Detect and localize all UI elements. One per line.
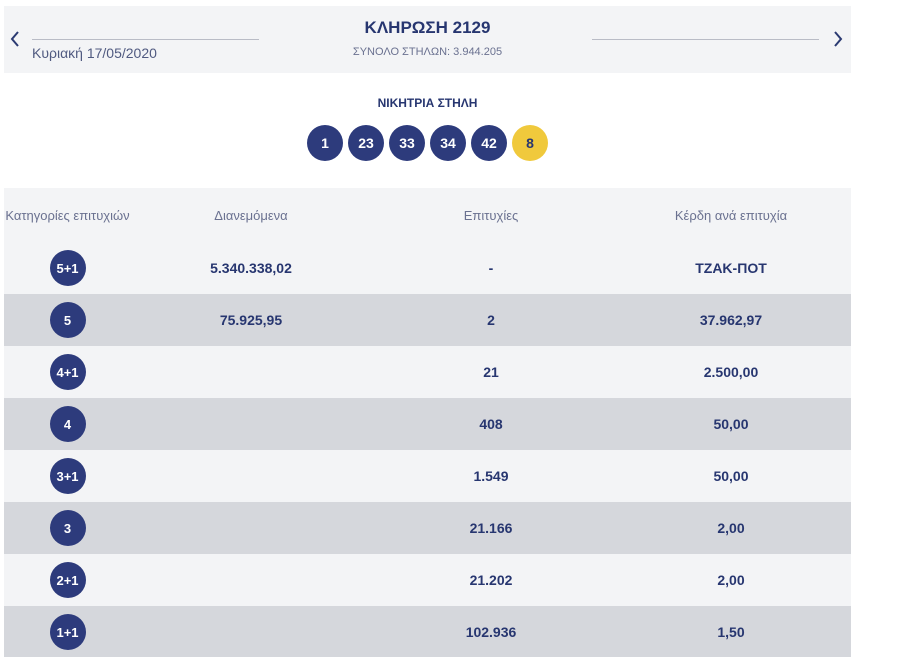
prize-cell: 50,00 bbox=[713, 416, 749, 432]
category-badge: 2+1 bbox=[49, 562, 86, 598]
distributed-cell bbox=[131, 606, 371, 657]
chevron-right-icon[interactable] bbox=[830, 28, 846, 50]
category-badge: 3 bbox=[49, 510, 86, 546]
category-badge: 5 bbox=[49, 302, 86, 338]
table-row: 5+1 5.340.338,02 - ΤΖΑΚ-ΠΟΤ bbox=[4, 242, 851, 294]
prize-cell: 2,00 bbox=[717, 520, 745, 536]
table-row: 3 21.166 2,00 bbox=[4, 502, 851, 554]
winning-number-ball: 1 bbox=[307, 125, 343, 161]
header-distributed: Διανεμόμενα bbox=[214, 207, 288, 223]
table-row: 4 408 50,00 bbox=[4, 398, 851, 450]
header-winners: Επιτυχίες bbox=[463, 207, 519, 223]
prize-cell: ΤΖΑΚ-ΠΟΤ bbox=[695, 260, 767, 276]
prize-cell: 50,00 bbox=[713, 468, 749, 484]
table-row: 5 75.925,95 2 37.962,97 bbox=[4, 294, 851, 346]
distributed-cell bbox=[131, 554, 371, 606]
draw-date: Κυριακή 17/05/2020 bbox=[32, 45, 157, 61]
joker-number-ball: 8 bbox=[512, 125, 548, 161]
category-badge: 4+1 bbox=[49, 354, 86, 390]
table-row: 4+1 21 2.500,00 bbox=[4, 346, 851, 398]
winners-cell: 408 bbox=[479, 416, 503, 432]
category-badge: 3+1 bbox=[49, 458, 86, 494]
winning-number-ball: 33 bbox=[389, 125, 425, 161]
winners-cell: 21 bbox=[483, 364, 499, 380]
prize-cell: 37.962,97 bbox=[699, 312, 763, 328]
winners-cell: 2 bbox=[487, 312, 495, 328]
table-row: 2+1 21.202 2,00 bbox=[4, 554, 851, 606]
distributed-cell: 5.340.338,02 bbox=[210, 260, 292, 276]
header-divider-right bbox=[592, 39, 819, 40]
distributed-cell bbox=[131, 450, 371, 502]
prize-table: Κατηγορίες επιτυχιών Διανεμόμενα Επιτυχί… bbox=[4, 188, 851, 657]
table-header: Κατηγορίες επιτυχιών Διανεμόμενα Επιτυχί… bbox=[4, 188, 851, 242]
prize-cell: 1,50 bbox=[717, 624, 745, 640]
distributed-cell: 75.925,95 bbox=[219, 312, 283, 328]
prize-cell: 2,00 bbox=[717, 572, 745, 588]
draw-title: ΚΛΗΡΩΣΗ 2129 bbox=[364, 18, 491, 37]
table-row: 3+1 1.549 50,00 bbox=[4, 450, 851, 502]
header-category: Κατηγορίες επιτυχιών bbox=[5, 207, 130, 223]
distributed-cell bbox=[131, 346, 371, 398]
table-body: 5+1 5.340.338,02 - ΤΖΑΚ-ΠΟΤ 5 75.925,95 … bbox=[4, 242, 851, 657]
winners-cell: 1.549 bbox=[473, 468, 509, 484]
table-row: 1+1 102.936 1,50 bbox=[4, 606, 851, 657]
draw-header: Κυριακή 17/05/2020 ΚΛΗΡΩΣΗ 2129 ΣΥΝΟΛΟ Σ… bbox=[4, 6, 851, 73]
distributed-cell bbox=[131, 502, 371, 554]
prize-cell: 2.500,00 bbox=[703, 364, 759, 380]
category-badge: 1+1 bbox=[49, 614, 86, 650]
category-badge: 5+1 bbox=[49, 250, 86, 286]
winners-cell: 102.936 bbox=[465, 624, 517, 640]
category-badge: 4 bbox=[49, 406, 86, 442]
winning-number-ball: 34 bbox=[430, 125, 466, 161]
winning-column-label: ΝΙΚΗΤΡΙΑ ΣΤΗΛΗ bbox=[377, 96, 478, 110]
winners-cell: 21.166 bbox=[469, 520, 513, 536]
winning-number-ball: 23 bbox=[348, 125, 384, 161]
winners-cell: - bbox=[488, 260, 494, 276]
header-divider-left bbox=[32, 39, 259, 40]
winning-number-ball: 42 bbox=[471, 125, 507, 161]
winning-numbers: 1 23 33 34 42 8 bbox=[0, 125, 855, 161]
total-columns: ΣΥΝΟΛΟ ΣΤΗΛΩΝ: 3.944.205 bbox=[352, 46, 503, 58]
header-prize: Κέρδη ανά επιτυχία bbox=[674, 207, 788, 223]
chevron-left-icon[interactable] bbox=[7, 28, 23, 50]
winners-cell: 21.202 bbox=[469, 572, 513, 588]
distributed-cell bbox=[131, 398, 371, 450]
